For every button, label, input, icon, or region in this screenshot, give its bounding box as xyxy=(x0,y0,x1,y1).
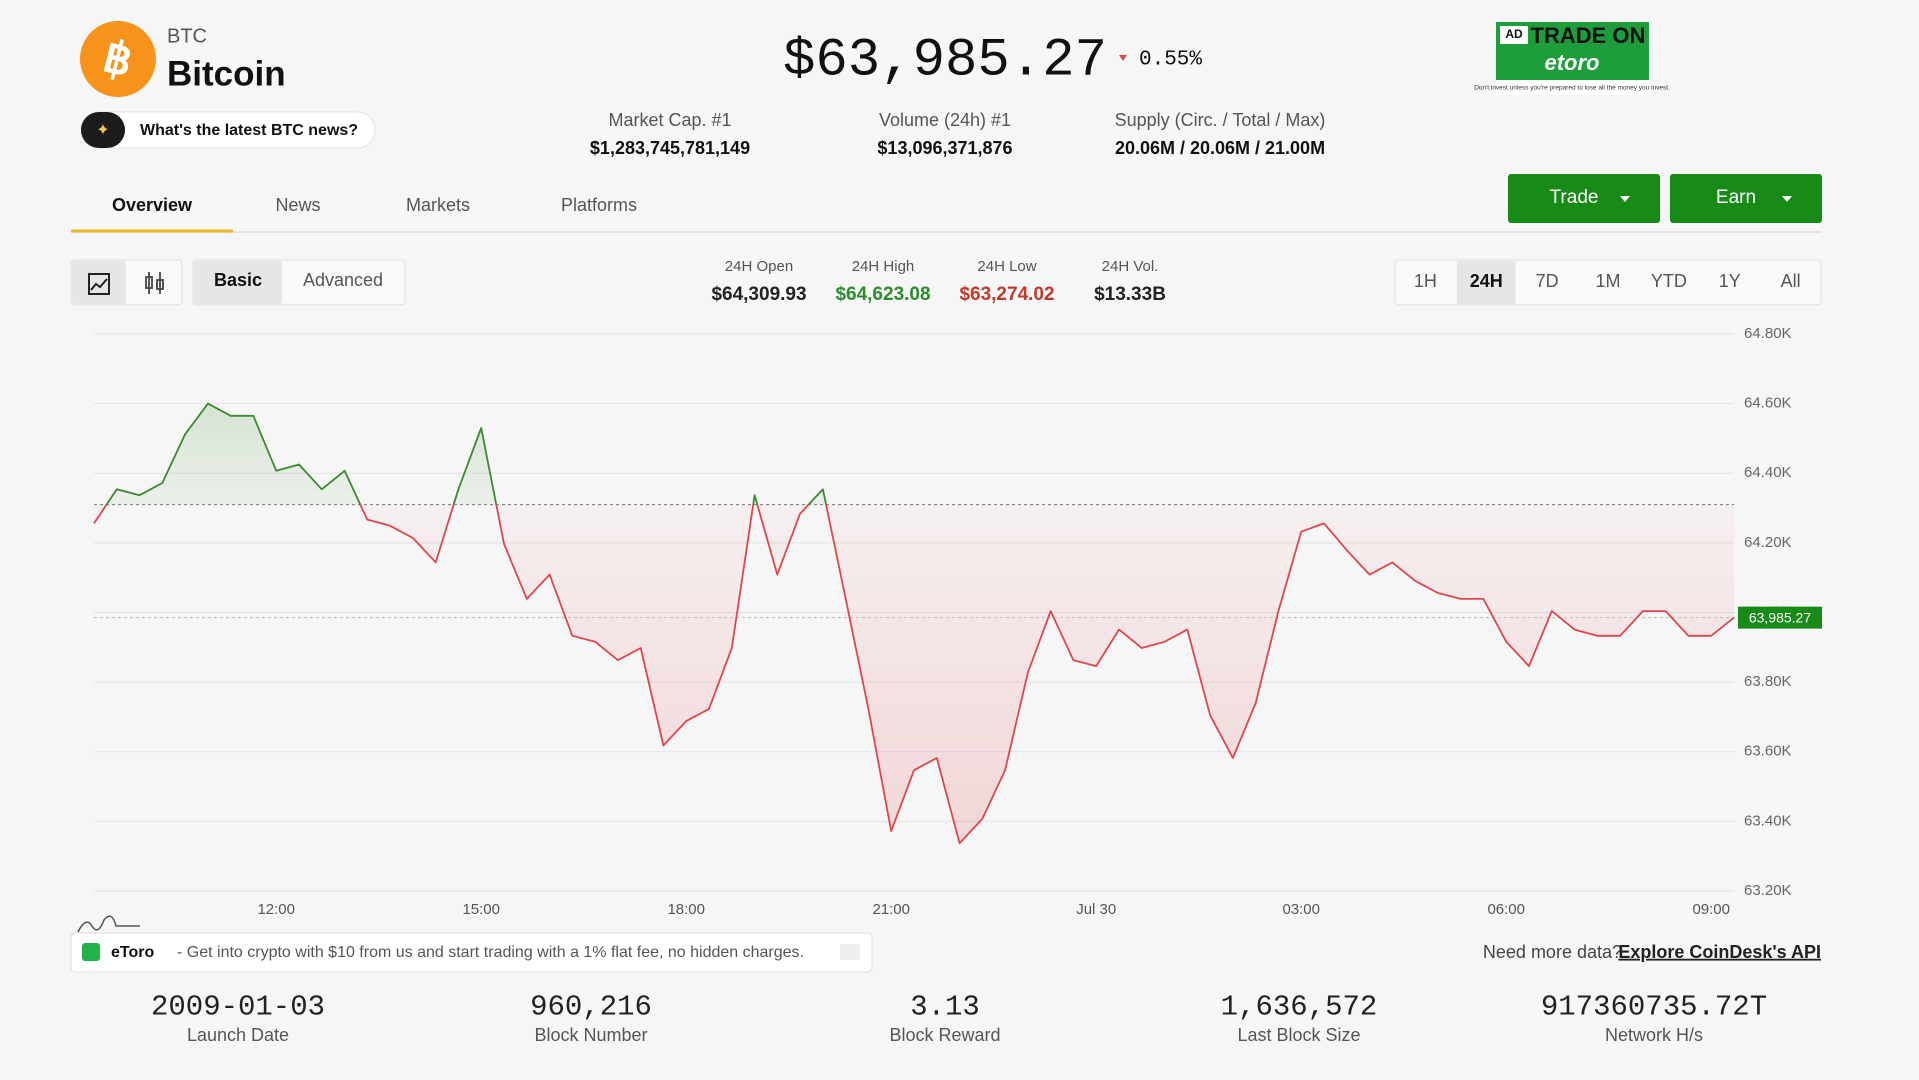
day-stat-value: $63,274.02 xyxy=(959,284,1054,305)
mode-option[interactable]: Advanced xyxy=(303,270,383,290)
line-chart-icon xyxy=(88,273,110,295)
price-line xyxy=(93,402,1735,845)
promo-banner[interactable] xyxy=(70,932,873,973)
ad-line1: TRADE ON xyxy=(1531,23,1646,48)
day-stat-label: 24H High xyxy=(852,258,915,275)
range-option[interactable]: 1M xyxy=(1595,271,1620,291)
promo-brand: eToro xyxy=(111,944,154,961)
mode-active-bg xyxy=(194,261,282,304)
y-tick-label: 64.80K xyxy=(1744,325,1792,342)
y-tick-label: 64.60K xyxy=(1744,395,1792,412)
day-stat-label: 24H Low xyxy=(977,258,1036,275)
fact-label: Last Block Size xyxy=(1237,1025,1360,1045)
range-option[interactable]: 24H xyxy=(1470,271,1503,291)
x-tick-label: 12:00 xyxy=(257,901,295,918)
y-tick-label: 63.60K xyxy=(1744,743,1792,760)
action-label: Trade xyxy=(1550,187,1599,208)
action-button[interactable] xyxy=(1508,174,1660,223)
change-down-icon xyxy=(1119,55,1127,61)
api-link[interactable]: Explore CoinDesk's API xyxy=(1618,942,1821,962)
range-option[interactable]: 7D xyxy=(1536,271,1559,291)
day-stat-label: 24H Open xyxy=(725,258,793,275)
tab[interactable]: Markets xyxy=(406,195,470,215)
fact-label: Block Reward xyxy=(889,1025,1000,1045)
stat-label: Market Cap. #1 xyxy=(608,110,731,130)
promo-ad-icon xyxy=(840,944,860,960)
promo-text: - Get into crypto with $10 from us and s… xyxy=(177,944,804,961)
tab[interactable]: Overview xyxy=(112,195,193,215)
stat-value: 20.06M / 20.06M / 21.00M xyxy=(1115,138,1325,158)
stat-label: Volume (24h) #1 xyxy=(879,110,1011,130)
news-prompt: What's the latest BTC news? xyxy=(140,122,358,139)
range-active-bg xyxy=(1456,261,1516,304)
candle-icon[interactable] xyxy=(145,272,164,294)
price-tag-bg xyxy=(1738,606,1822,629)
ad-line2: etoro xyxy=(1545,50,1600,75)
day-stat-value: $64,309.93 xyxy=(711,284,806,305)
price: $63,985.27 xyxy=(783,30,1107,91)
fact-value: 2009-01-03 xyxy=(151,991,325,1024)
y-tick-label: 63.80K xyxy=(1744,673,1792,690)
day-stat-value: $13.33B xyxy=(1094,284,1166,305)
sparkle-icon: ✦ xyxy=(96,122,109,139)
y-tick-label: 63.20K xyxy=(1744,882,1792,899)
fact-label: Block Number xyxy=(534,1025,647,1045)
fact-label: Network H/s xyxy=(1605,1025,1703,1045)
range-option[interactable]: 1H xyxy=(1414,271,1437,291)
y-tick-label: 63.40K xyxy=(1744,812,1792,829)
x-tick-label: 06:00 xyxy=(1487,901,1525,918)
dropdown-caret xyxy=(1620,196,1630,202)
ad-badge-bg xyxy=(1500,26,1528,44)
day-stat-value: $64,623.08 xyxy=(835,284,930,305)
price-area xyxy=(94,403,1734,844)
action-button[interactable] xyxy=(1670,174,1822,223)
action-label: Earn xyxy=(1716,187,1756,208)
news-icon-bg xyxy=(81,112,125,148)
coin-name: Bitcoin xyxy=(167,54,286,93)
fact-value: 960,216 xyxy=(530,991,652,1024)
y-tick-label: 64.40K xyxy=(1744,464,1792,481)
mode-option[interactable]: Basic xyxy=(214,270,262,290)
y-tick-label: 64.20K xyxy=(1744,534,1792,551)
api-prompt: Need more data? xyxy=(1483,942,1622,962)
price-change: 0.55% xyxy=(1139,49,1202,72)
x-tick-label: Jul 30 xyxy=(1076,901,1116,918)
x-tick-label: 03:00 xyxy=(1282,901,1320,918)
stat-label: Supply (Circ. / Total / Max) xyxy=(1115,110,1326,130)
fact-label: Launch Date xyxy=(187,1025,289,1045)
day-stat-label: 24H Vol. xyxy=(1102,258,1159,275)
ad-disclaimer-bg xyxy=(1496,80,1649,95)
fact-value: 917360735.72T xyxy=(1541,991,1767,1024)
tab[interactable]: Platforms xyxy=(561,195,637,215)
ad-badge: AD xyxy=(1505,27,1523,41)
tab[interactable]: News xyxy=(275,195,320,215)
promo-icon xyxy=(82,943,100,961)
x-tick-label: 21:00 xyxy=(872,901,910,918)
coin-logo xyxy=(80,21,156,97)
price-tag: 63,985.27 xyxy=(1749,609,1811,625)
range-option[interactable]: YTD xyxy=(1651,271,1687,291)
dropdown-caret xyxy=(1782,196,1792,202)
ad-disclaimer: Don't invest unless you're prepared to l… xyxy=(1474,85,1670,92)
x-tick-label: 09:00 xyxy=(1692,901,1730,918)
x-tick-label: 18:00 xyxy=(667,901,705,918)
line-chart-button[interactable] xyxy=(72,261,126,304)
stat-value: $13,096,371,876 xyxy=(877,138,1012,158)
range-option[interactable]: All xyxy=(1781,271,1801,291)
symbol: BTC xyxy=(167,25,207,47)
fact-value: 3.13 xyxy=(910,991,980,1024)
chart-mini-icon xyxy=(77,915,140,933)
stat-value: $1,283,745,781,149 xyxy=(590,138,750,158)
range-option[interactable]: 1Y xyxy=(1719,271,1741,291)
x-tick-label: 15:00 xyxy=(462,901,500,918)
fact-value: 1,636,572 xyxy=(1221,991,1378,1024)
